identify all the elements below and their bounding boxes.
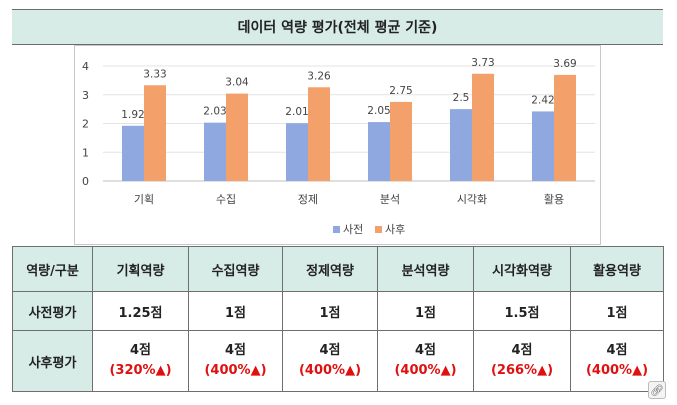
table-header-cell: 수집역량 xyxy=(188,246,283,292)
bar-사전 xyxy=(368,122,390,181)
chart-area: 0 1 2 3 4 1.92 3.33 기획 2.03 3.04 수집 2.01 3.26 정제 2.05 2… xyxy=(74,45,601,245)
table-row-post: 사후평가 4점 (320%▲) 4점 (400%▲) 4점 (400%▲) 4점 (40… xyxy=(12,330,664,392)
post-change: (266%▲) xyxy=(490,363,554,378)
x-tick-label: 수집 xyxy=(216,193,236,206)
bar-사전 xyxy=(532,111,554,181)
legend-label: 사후 xyxy=(385,223,405,236)
y-tick-label: 1 xyxy=(82,146,89,159)
data-label: 3.69 xyxy=(553,58,576,70)
post-change: (320%▲) xyxy=(109,363,172,378)
data-label: 3.04 xyxy=(225,77,249,89)
x-tick-label: 분석 xyxy=(380,193,400,206)
data-label: 3.73 xyxy=(471,57,494,69)
legend-label: 사전 xyxy=(343,223,363,236)
table-header-row: 역량/구분 기획역량 수집역량 정제역량 분석역량 시각화역량 활용역량 xyxy=(12,246,664,292)
bar-사후 xyxy=(144,85,166,181)
row-label-pre: 사전평가 xyxy=(12,291,93,331)
table-header-cell: 활용역량 xyxy=(570,246,664,292)
chart-title-bar: 데이터 역량 평가(전체 평균 기준) xyxy=(12,9,663,45)
pre-score-cell: 1점 xyxy=(377,291,474,331)
link-icon[interactable]: 🔗︎ xyxy=(648,381,666,399)
data-label: 2.42 xyxy=(531,94,554,106)
post-score-cell: 4점 (400%▲) xyxy=(282,330,378,392)
y-tick-label: 0 xyxy=(82,175,89,188)
table-header-cell: 분석역량 xyxy=(377,246,474,292)
bar-사후 xyxy=(390,101,412,181)
table-header-cell: 기획역량 xyxy=(92,246,189,292)
post-score-cell: 4점 (400%▲) xyxy=(377,330,474,392)
x-tick-label: 정제 xyxy=(298,193,318,206)
bar-chart: 0 1 2 3 4 1.92 3.33 기획 2.03 3.04 수집 2.01 3.26 정제 2.05 2… xyxy=(82,57,595,236)
post-change: (400%▲) xyxy=(585,363,649,378)
post-score: 4점 xyxy=(414,343,436,358)
x-tick-label: 기획 xyxy=(134,193,154,206)
bar-사후 xyxy=(308,87,330,181)
post-score: 4점 xyxy=(129,343,151,358)
x-tick-label: 활용 xyxy=(544,192,564,206)
bar-사후 xyxy=(472,73,494,181)
bar-사전 xyxy=(122,125,144,181)
bar-사후 xyxy=(554,74,576,181)
y-tick-label: 4 xyxy=(82,60,89,73)
post-change: (400%▲) xyxy=(394,363,457,378)
table-header-cell: 역량/구분 xyxy=(12,246,93,292)
post-score-cell: 4점 (266%▲) xyxy=(473,330,571,392)
table-row-pre: 사전평가 1.25점 1점 1점 1점 1.5점 1점 xyxy=(12,291,664,331)
post-score-cell: 4점 (320%▲) xyxy=(92,330,189,392)
data-label: 2.01 xyxy=(285,106,308,118)
data-label: 2.03 xyxy=(203,106,226,118)
table-header-cell: 시각화역량 xyxy=(473,246,571,292)
post-score-cell: 4점 (400%▲) xyxy=(188,330,283,392)
legend-swatch xyxy=(333,226,340,233)
x-tick-label: 시각화 xyxy=(457,193,487,206)
chart-title: 데이터 역량 평가(전체 평균 기준) xyxy=(237,20,438,36)
pre-score-cell: 1.5점 xyxy=(473,291,571,331)
table-header-cell: 정제역량 xyxy=(282,246,378,292)
data-label: 3.33 xyxy=(143,68,166,80)
pre-score-cell: 1.25점 xyxy=(92,291,189,331)
data-label: 2.75 xyxy=(389,85,412,97)
pre-score-cell: 1점 xyxy=(570,291,664,331)
legend-swatch xyxy=(375,226,382,233)
bar-사전 xyxy=(286,123,308,181)
bar-사후 xyxy=(226,93,248,181)
row-label-post: 사후평가 xyxy=(12,330,93,392)
post-score: 4점 xyxy=(606,343,628,358)
data-label: 1.92 xyxy=(121,109,144,121)
bar-사전 xyxy=(450,109,472,181)
post-score: 4점 xyxy=(319,343,341,358)
score-table: 역량/구분 기획역량 수집역량 정제역량 분석역량 시각화역량 활용역량 사전평… xyxy=(12,246,664,392)
pre-score-cell: 1점 xyxy=(282,291,378,331)
y-tick-label: 3 xyxy=(82,89,89,102)
data-label: 3.26 xyxy=(307,70,331,82)
post-score: 4점 xyxy=(511,343,533,358)
data-label: 2.5 xyxy=(453,92,470,104)
data-label: 2.05 xyxy=(367,105,390,117)
pre-score-cell: 1점 xyxy=(188,291,283,331)
post-change: (400%▲) xyxy=(204,363,267,378)
bar-사전 xyxy=(204,122,226,181)
post-score: 4점 xyxy=(224,343,246,358)
y-tick-label: 2 xyxy=(82,118,89,131)
post-change: (400%▲) xyxy=(298,363,362,378)
